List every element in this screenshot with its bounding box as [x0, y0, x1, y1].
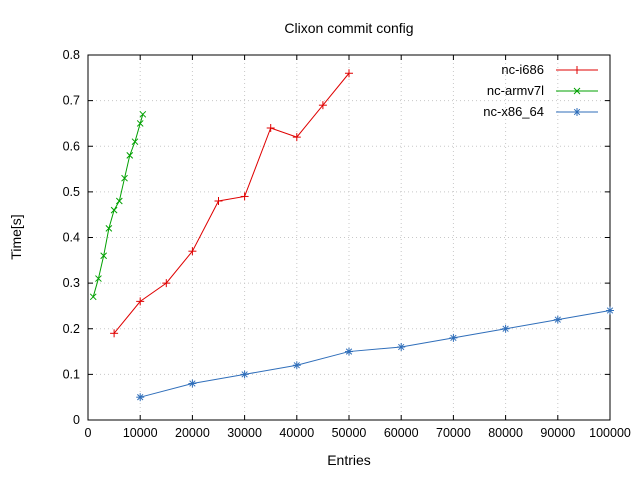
x-tick-label: 30000: [227, 426, 262, 440]
y-tick-label: 0.3: [63, 276, 80, 290]
y-tick-label: 0.1: [63, 367, 80, 381]
marker-cross: [139, 110, 147, 118]
marker-asterisk: [293, 362, 300, 369]
y-tick-label: 0.7: [63, 94, 80, 108]
x-axis-label: Entries: [327, 452, 371, 468]
marker-asterisk: [606, 307, 614, 314]
marker-asterisk: [398, 343, 405, 351]
x-tick-label: 50000: [332, 426, 367, 440]
marker-cross: [121, 174, 128, 182]
marker-asterisk: [554, 316, 561, 323]
legend-item: nc-x86_64: [483, 104, 600, 119]
x-tick-label: 40000: [279, 426, 314, 440]
marker-asterisk: [241, 371, 248, 378]
x-tick-label: 80000: [488, 426, 523, 440]
y-tick-label: 0.4: [63, 231, 80, 245]
y-tick-label: 0.6: [63, 139, 80, 153]
marker-cross: [105, 225, 113, 232]
marker-cross: [110, 206, 118, 214]
legend-label: nc-armv7l: [486, 83, 544, 98]
y-tick-label: 0.8: [63, 48, 80, 62]
series-line: [113, 72, 350, 334]
x-tick-label: 100000: [589, 426, 631, 440]
chart-title: Clixon commit config: [284, 20, 414, 36]
x-tick-label: 20000: [175, 426, 210, 440]
marker-cross: [115, 197, 123, 205]
y-tick-label: 0: [73, 413, 80, 427]
marker-asterisk: [502, 325, 509, 332]
marker-asterisk: [345, 348, 353, 355]
marker-cross: [126, 152, 134, 159]
x-tick-label: 70000: [436, 426, 471, 440]
marker-cross: [95, 275, 102, 282]
y-tick-label: 0.2: [63, 322, 80, 336]
legend-label: nc-i686: [501, 62, 544, 77]
legend-item: nc-armv7l: [487, 83, 600, 98]
legend-sample-line: [556, 107, 598, 116]
marker-cross: [89, 293, 97, 301]
legend-item: nc-i686: [501, 62, 600, 77]
x-tick-label: 60000: [384, 426, 419, 440]
marker-asterisk: [137, 394, 144, 401]
x-tick-label: 0: [85, 426, 92, 440]
x-tick-label: 90000: [540, 426, 575, 440]
x-tick-label: 10000: [123, 426, 158, 440]
legend: nc-i686 nc-armv7l nc-x86_64: [483, 62, 600, 119]
marker-cross: [100, 252, 108, 260]
legend-sample-line: [556, 87, 598, 94]
legend-label: nc-x86_64: [483, 104, 544, 119]
marker-cross: [131, 138, 139, 146]
marker-asterisk: [450, 334, 457, 342]
marker-asterisk: [189, 380, 196, 387]
y-tick-label: 0.5: [63, 185, 80, 199]
legend-sample-line: [556, 65, 598, 74]
series-line: [140, 310, 611, 398]
marker-cross: [136, 120, 144, 127]
